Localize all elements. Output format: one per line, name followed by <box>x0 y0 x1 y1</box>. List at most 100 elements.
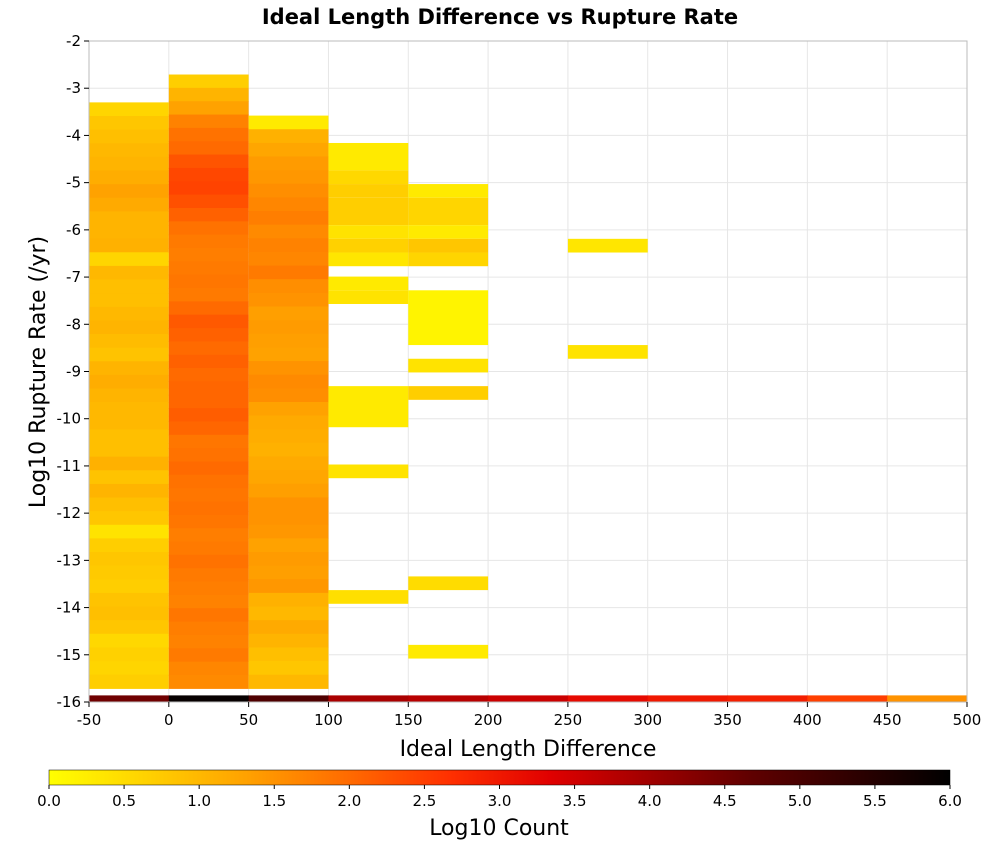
colorbar-label: Log10 Count <box>429 816 569 841</box>
x-tick-label: 500 <box>953 711 982 729</box>
colorbar-tick-label: 5.5 <box>863 792 887 810</box>
heatmap-cell <box>567 238 648 253</box>
heatmap-cell <box>168 274 249 289</box>
heatmap-cell <box>168 568 249 583</box>
heatmap-cell <box>248 538 329 553</box>
heatmap-cell <box>567 345 648 359</box>
heatmap-cell <box>248 361 329 376</box>
heatmap-cell-bottom <box>408 695 489 702</box>
x-axis-label: Ideal Length Difference <box>400 737 657 762</box>
heatmap-cell <box>408 252 489 267</box>
heatmap-cell <box>248 592 329 608</box>
heatmap-cell <box>89 620 169 635</box>
heatmap-cell <box>248 129 329 144</box>
x-tick-label: 0 <box>164 711 174 729</box>
heatmap-cell-bottom <box>807 695 888 702</box>
heatmap-cell <box>89 252 169 267</box>
colorbar-tick-label: 2.0 <box>337 792 361 810</box>
heatmap-cell <box>89 606 169 621</box>
heatmap-cell <box>89 592 169 608</box>
heatmap-cell <box>248 661 329 676</box>
heatmap-cell <box>89 116 169 131</box>
heatmap-cell <box>89 361 169 376</box>
heatmap-cell <box>248 142 329 158</box>
heatmap-cell <box>168 181 249 196</box>
heatmap-cell <box>248 620 329 635</box>
heatmap-cell <box>168 247 249 262</box>
heatmap-cell <box>248 292 329 308</box>
colorbar-tick-label: 1.0 <box>187 792 211 810</box>
heatmap-cell <box>168 167 249 182</box>
heatmap-cell <box>89 538 169 553</box>
heatmap-cell <box>168 74 249 89</box>
heatmap-cell <box>168 154 249 169</box>
heatmap-cell <box>89 334 169 349</box>
heatmap-cell <box>248 497 329 512</box>
heatmap-cell <box>89 674 169 689</box>
x-tick-label: 200 <box>474 711 503 729</box>
heatmap-cell <box>89 184 169 199</box>
y-tick-label: -13 <box>57 551 82 569</box>
heatmap-cell <box>248 333 329 349</box>
heatmap-cell <box>89 306 169 321</box>
heatmap-cell <box>89 347 169 362</box>
heatmap-cell <box>408 576 489 591</box>
heatmap-cell <box>248 551 329 567</box>
heatmap-cell <box>168 301 249 316</box>
heatmap-cell <box>168 448 249 463</box>
heatmap-cell <box>168 314 249 329</box>
heatmap-cell <box>328 252 409 267</box>
colorbar-tick-label: 4.5 <box>713 792 737 810</box>
heatmap-cell <box>168 594 249 609</box>
heatmap-cell <box>168 328 249 342</box>
heatmap-cell-bottom <box>248 695 329 702</box>
y-axis-label: Log10 Rupture Rate (/yr) <box>26 236 51 508</box>
heatmap-cell <box>328 464 409 479</box>
heatmap-cell <box>168 488 249 503</box>
y-tick-label: -11 <box>57 457 82 475</box>
x-tick-label: 300 <box>633 711 662 729</box>
heatmap-cell <box>328 142 409 171</box>
x-tick-label: 50 <box>239 711 258 729</box>
y-tick-label: -15 <box>57 646 82 664</box>
x-tick-label: 150 <box>394 711 423 729</box>
heatmap-cell <box>89 443 169 458</box>
heatmap-cell <box>168 514 249 529</box>
heatmap-cell <box>168 661 249 676</box>
heatmap-cell <box>248 442 329 458</box>
colorbar-tick-label: 2.5 <box>412 792 436 810</box>
heatmap-cell <box>89 238 169 253</box>
heatmap-cell <box>168 408 249 423</box>
heatmap-cell <box>89 211 169 226</box>
heatmap-cell <box>168 87 249 102</box>
heatmap-cell <box>248 511 329 526</box>
heatmap-cell <box>328 225 409 239</box>
heatmap-cell <box>248 183 329 199</box>
heatmap-cell-bottom <box>887 695 968 702</box>
colorbar <box>48 769 951 786</box>
heatmap-cell <box>89 402 169 417</box>
heatmap-cell <box>248 211 329 226</box>
heatmap-cell <box>89 374 169 390</box>
heatmap-cell-bottom <box>567 695 649 702</box>
heatmap-cell <box>248 565 329 580</box>
x-tick-label: 400 <box>793 711 822 729</box>
heatmap-cell <box>408 225 489 239</box>
x-tick-label: -50 <box>77 711 102 729</box>
colorbar-tick-label: 3.0 <box>488 792 512 810</box>
heatmap-cell <box>89 456 169 471</box>
heatmap-cell <box>89 579 169 594</box>
heatmap-cell <box>89 143 169 158</box>
heatmap-cell <box>89 320 169 335</box>
heatmap-cell <box>168 127 249 142</box>
heatmap-cell <box>248 674 329 689</box>
heatmap-cell <box>408 184 489 198</box>
heatmap-cell <box>248 415 329 430</box>
heatmap-cell <box>89 647 169 662</box>
heatmap-cell <box>408 358 489 373</box>
heatmap-cell <box>248 115 329 130</box>
heatmap-cell <box>168 634 249 649</box>
y-tick-label: -2 <box>66 32 81 50</box>
heatmap-cell <box>168 461 249 476</box>
heatmap-cell-bottom <box>168 695 250 702</box>
